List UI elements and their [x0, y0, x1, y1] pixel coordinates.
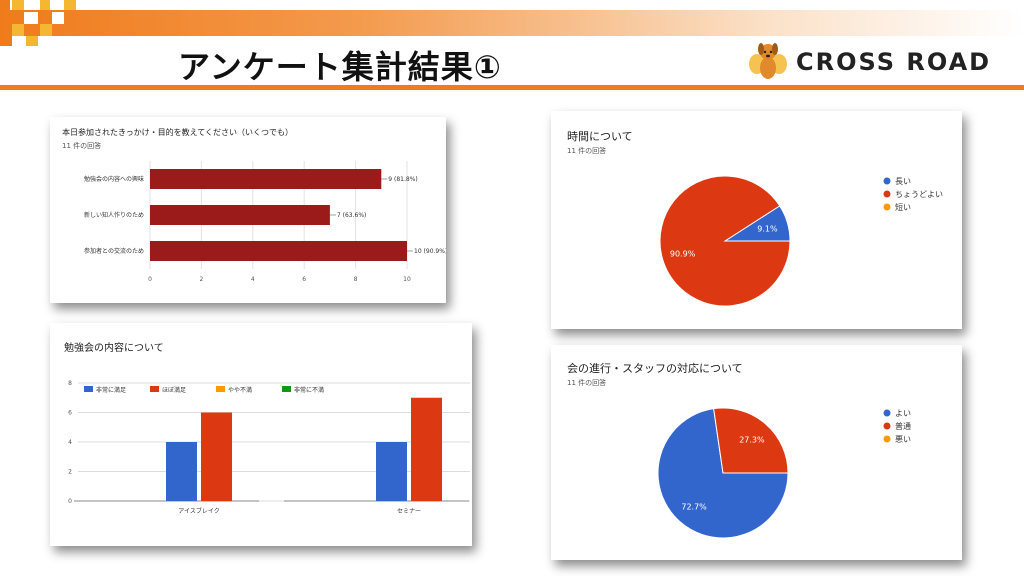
legend-label: 短い: [895, 202, 911, 212]
y-tick-label: 8: [68, 380, 72, 387]
x-tick-label: 8: [354, 276, 358, 283]
data-label: 10 (90.9%): [414, 248, 446, 255]
header-divider: [0, 85, 1024, 90]
deco-square: [40, 0, 50, 10]
legend-label: 非常に満足: [96, 386, 126, 394]
x-tick-label: 0: [148, 276, 152, 283]
deco-square: [0, 36, 12, 46]
legend-label: 非常に不満: [294, 386, 324, 394]
legend-label: ちょうどよい: [895, 190, 943, 199]
deco-square: [0, 0, 10, 10]
deco-square: [64, 0, 76, 10]
header-gradient-band: [0, 10, 1024, 36]
y-category-label: 新しい知人作りのため: [84, 211, 144, 219]
slice-label: 9.1%: [757, 225, 778, 234]
data-label: 9 (81.8%): [388, 176, 417, 183]
x-category-label: アイスブレイク: [178, 507, 219, 515]
bar: [201, 412, 232, 501]
legend-marker: [883, 190, 891, 198]
x-category-label: セミナー: [397, 508, 421, 515]
chart-card-purpose: 本日参加されたきっかけ・目的を教えてください（いくつでも） 11 件の回答 0 2…: [50, 117, 446, 303]
data-label: 7 (63.6%): [337, 212, 366, 219]
deco-square: [52, 12, 64, 24]
deco-square: [40, 24, 52, 36]
legend-marker: [883, 177, 891, 185]
y-tick-label: 4: [68, 439, 72, 446]
y-tick-label: 2: [68, 469, 72, 476]
deco-square: [12, 0, 24, 10]
x-tick-label: 10: [403, 276, 411, 283]
legend-marker: [883, 203, 891, 211]
dog-mascot-icon: [749, 43, 787, 79]
brand-logo-text: CROSS ROAD: [796, 48, 992, 76]
legend-marker: [883, 422, 891, 430]
legend-marker: [883, 435, 891, 443]
chart-title: 会の進行・スタッフの対応について: [567, 362, 743, 375]
bar: [150, 241, 407, 261]
legend-label: 悪い: [895, 435, 911, 444]
chart-card-time: 時間について 11 件の回答 9.1% 90.9% 長いちょうどよい 短い: [551, 111, 962, 329]
legend-label: 普通: [895, 421, 911, 431]
y-category-label: 勉強会の内容への興味: [84, 175, 144, 183]
slice-label: 27.3%: [739, 436, 765, 445]
chart-title: 本日参加されたきっかけ・目的を教えてください（いくつでも）: [62, 128, 294, 137]
legend-marker: [883, 409, 891, 417]
bar: [411, 397, 442, 501]
chart-title: 勉強会の内容について: [64, 343, 164, 354]
bar: [376, 442, 407, 501]
legend-marker: [84, 386, 93, 392]
deco-square: [26, 36, 38, 46]
chart-title: 時間について: [567, 130, 633, 143]
pie-slice: [659, 175, 791, 307]
legend-marker: [150, 386, 159, 392]
y-category-label: 参加者との交流のため: [84, 247, 144, 255]
chart-subtitle: 11 件の回答: [567, 147, 607, 155]
pie-slice: [713, 407, 789, 474]
x-tick-label: 4: [251, 276, 255, 283]
deco-square: [12, 24, 24, 36]
legend-marker: [282, 386, 291, 392]
chart-subtitle: 11 件の回答: [62, 142, 102, 150]
x-tick-label: 2: [199, 276, 203, 283]
slice-label: 72.7%: [681, 502, 707, 511]
chart-subtitle: 11 件の回答: [567, 379, 607, 387]
page-title: アンケート集計結果①: [178, 48, 502, 86]
vertical-bar-chart: 0 2 4 6 8 アイスブレイク セミナー 非常に満足 ほぼ満足 やや不満 非常に不満: [68, 380, 470, 515]
legend-label: よい: [895, 409, 911, 418]
y-tick-label: 6: [68, 410, 72, 417]
chart-card-staff: 会の進行・スタッフの対応について 11 件の回答 72.7% 27.3% よい普通悪…: [551, 345, 962, 560]
legend-marker: [216, 386, 225, 392]
bar: [150, 169, 382, 189]
y-tick-label: 0: [68, 498, 72, 505]
slice-label: 90.9%: [670, 249, 696, 258]
bar: [166, 442, 197, 501]
bar: [150, 205, 330, 225]
chart-card-content: 勉強会の内容について 0 2 4 6 8 アイスブレイク セミナー 非常に満足 ほぼ満足 やや不満…: [50, 323, 472, 546]
horizontal-bar-chart: 0 2 4 6 8 10 勉強会の内容への興味 9 (81.8%) 新しい知人作りのため 7 (6…: [84, 161, 446, 283]
legend-label: ほぼ満足: [162, 386, 186, 394]
legend-label: やや不満: [228, 386, 252, 394]
x-tick-label: 6: [302, 276, 306, 283]
legend-label: 長い: [895, 177, 911, 186]
deco-square: [24, 12, 38, 24]
